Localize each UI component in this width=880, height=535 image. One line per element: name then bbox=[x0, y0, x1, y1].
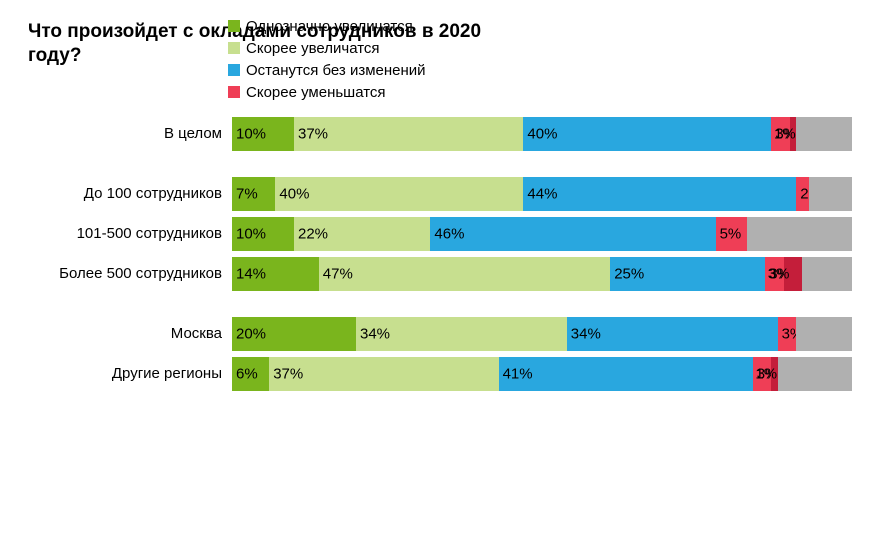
bar-segment: 20% bbox=[232, 317, 356, 351]
legend-swatch bbox=[228, 42, 240, 54]
bar-segment bbox=[796, 117, 852, 151]
legend-swatch bbox=[228, 64, 240, 76]
segment-value-label: 46% bbox=[434, 225, 464, 242]
legend-item: Однозначно увеличатся bbox=[228, 16, 852, 37]
bar-segment: 3% bbox=[784, 257, 803, 291]
legend-label: Останутся без изменений bbox=[246, 60, 426, 81]
segment-value-label: 47% bbox=[323, 265, 353, 282]
segment-value-label: 37% bbox=[298, 125, 328, 142]
bar-segment: 46% bbox=[430, 217, 715, 251]
legend-label: Скорее уменьшатся bbox=[246, 82, 386, 103]
row-label: 101-500 сотрудников bbox=[28, 225, 232, 242]
bar-segment: 37% bbox=[269, 357, 498, 391]
bar-segment: 47% bbox=[319, 257, 610, 291]
stacked-bar: 10% 22% 46% 5% bbox=[232, 217, 852, 251]
bar-row: 101-500 сотрудников10% 22% 46% 5% bbox=[28, 217, 852, 251]
bar-segment: 40% bbox=[275, 177, 523, 211]
segment-value-label: 7% bbox=[236, 185, 258, 202]
row-label: Более 500 сотрудников bbox=[28, 265, 232, 282]
stacked-bar: 10%37%40%3%1% bbox=[232, 117, 852, 151]
segment-value-label: 1% bbox=[755, 365, 777, 382]
bar-segment: 5% bbox=[716, 217, 747, 251]
segment-value-label: 34% bbox=[360, 325, 390, 342]
bar-row: Другие регионы6%37%41%3%1% bbox=[28, 357, 852, 391]
bar-segment bbox=[802, 257, 852, 291]
row-label: В целом bbox=[28, 125, 232, 142]
legend-item: Останутся без изменений bbox=[228, 60, 852, 81]
bar-segment: 34% bbox=[356, 317, 567, 351]
bar-segment: 10% bbox=[232, 217, 294, 251]
segment-value-label: 14% bbox=[236, 265, 266, 282]
legend-swatch bbox=[228, 86, 240, 98]
stacked-bar: 14% 47% 25% 3%3% bbox=[232, 257, 852, 291]
segment-value-label: 6% bbox=[236, 365, 258, 382]
bar-segment: 14% bbox=[232, 257, 319, 291]
legend: Однозначно увеличатсяСкорее увеличатсяОс… bbox=[228, 16, 852, 103]
legend-item: Скорее увеличатся bbox=[228, 38, 852, 59]
legend-swatch bbox=[228, 20, 240, 32]
bar-group: До 100 сотрудников7% 40% 44% 2% 101-500 сотр… bbox=[28, 177, 852, 291]
bar-row: В целом10%37%40%3%1% bbox=[28, 117, 852, 151]
bar-segment: 41% bbox=[499, 357, 753, 391]
segment-value-label: 10% bbox=[236, 225, 266, 242]
bar-segment: 22% bbox=[294, 217, 430, 251]
segment-value-label: 22% bbox=[298, 225, 328, 242]
segment-value-label: 37% bbox=[273, 365, 303, 382]
stacked-bar: 7% 40% 44% 2% bbox=[232, 177, 852, 211]
bar-row: Более 500 сотрудников14% 47% 25% 3%3% bbox=[28, 257, 852, 291]
segment-value-label: 40% bbox=[527, 125, 557, 142]
segment-value-label: 25% bbox=[614, 265, 644, 282]
legend-item: Скорее уменьшатся bbox=[228, 82, 852, 103]
bar-segment: 40% bbox=[523, 117, 771, 151]
segment-value-label: 1% bbox=[774, 125, 796, 142]
bar-group: Москва20%34%34%3%Другие регионы6%37%41%3… bbox=[28, 317, 852, 391]
bar-segment: 25% bbox=[610, 257, 765, 291]
bar-row: До 100 сотрудников7% 40% 44% 2% bbox=[28, 177, 852, 211]
segment-value-label: 34% bbox=[571, 325, 601, 342]
bar-segment: 44% bbox=[523, 177, 796, 211]
segment-value-label: 44% bbox=[527, 185, 557, 202]
segment-value-label: 10% bbox=[236, 125, 266, 142]
bar-segment: 7% bbox=[232, 177, 275, 211]
bar-group: В целом10%37%40%3%1% bbox=[28, 117, 852, 151]
bar-segment: 2% bbox=[796, 177, 808, 211]
bar-segment: 10% bbox=[232, 117, 294, 151]
bar-segment bbox=[778, 357, 852, 391]
stacked-bar: 20% 34% 34% 3% bbox=[232, 317, 852, 351]
bar-segment: 37% bbox=[294, 117, 523, 151]
bar-row: Москва20% 34% 34% 3% bbox=[28, 317, 852, 351]
bar-segment: 6% bbox=[232, 357, 269, 391]
row-label: Москва bbox=[28, 325, 232, 342]
segment-value-label: 3% bbox=[768, 265, 790, 282]
legend-label: Однозначно увеличатся bbox=[246, 16, 413, 37]
bar-segment: 34% bbox=[567, 317, 778, 351]
stacked-bar-chart: В целом10%37%40%3%1%До 100 сотрудников7%… bbox=[28, 117, 852, 391]
bar-segment bbox=[796, 317, 852, 351]
bar-segment: 3% bbox=[778, 317, 797, 351]
bar-segment bbox=[809, 177, 852, 211]
segment-value-label: 41% bbox=[503, 365, 533, 382]
segment-value-label: 40% bbox=[279, 185, 309, 202]
legend-label: Скорее увеличатся bbox=[246, 38, 380, 59]
row-label: До 100 сотрудников bbox=[28, 185, 232, 202]
bar-segment bbox=[747, 217, 852, 251]
stacked-bar: 6%37%41%3%1% bbox=[232, 357, 852, 391]
segment-value-label: 20% bbox=[236, 325, 266, 342]
segment-value-label: 5% bbox=[720, 225, 742, 242]
row-label: Другие регионы bbox=[28, 365, 232, 382]
